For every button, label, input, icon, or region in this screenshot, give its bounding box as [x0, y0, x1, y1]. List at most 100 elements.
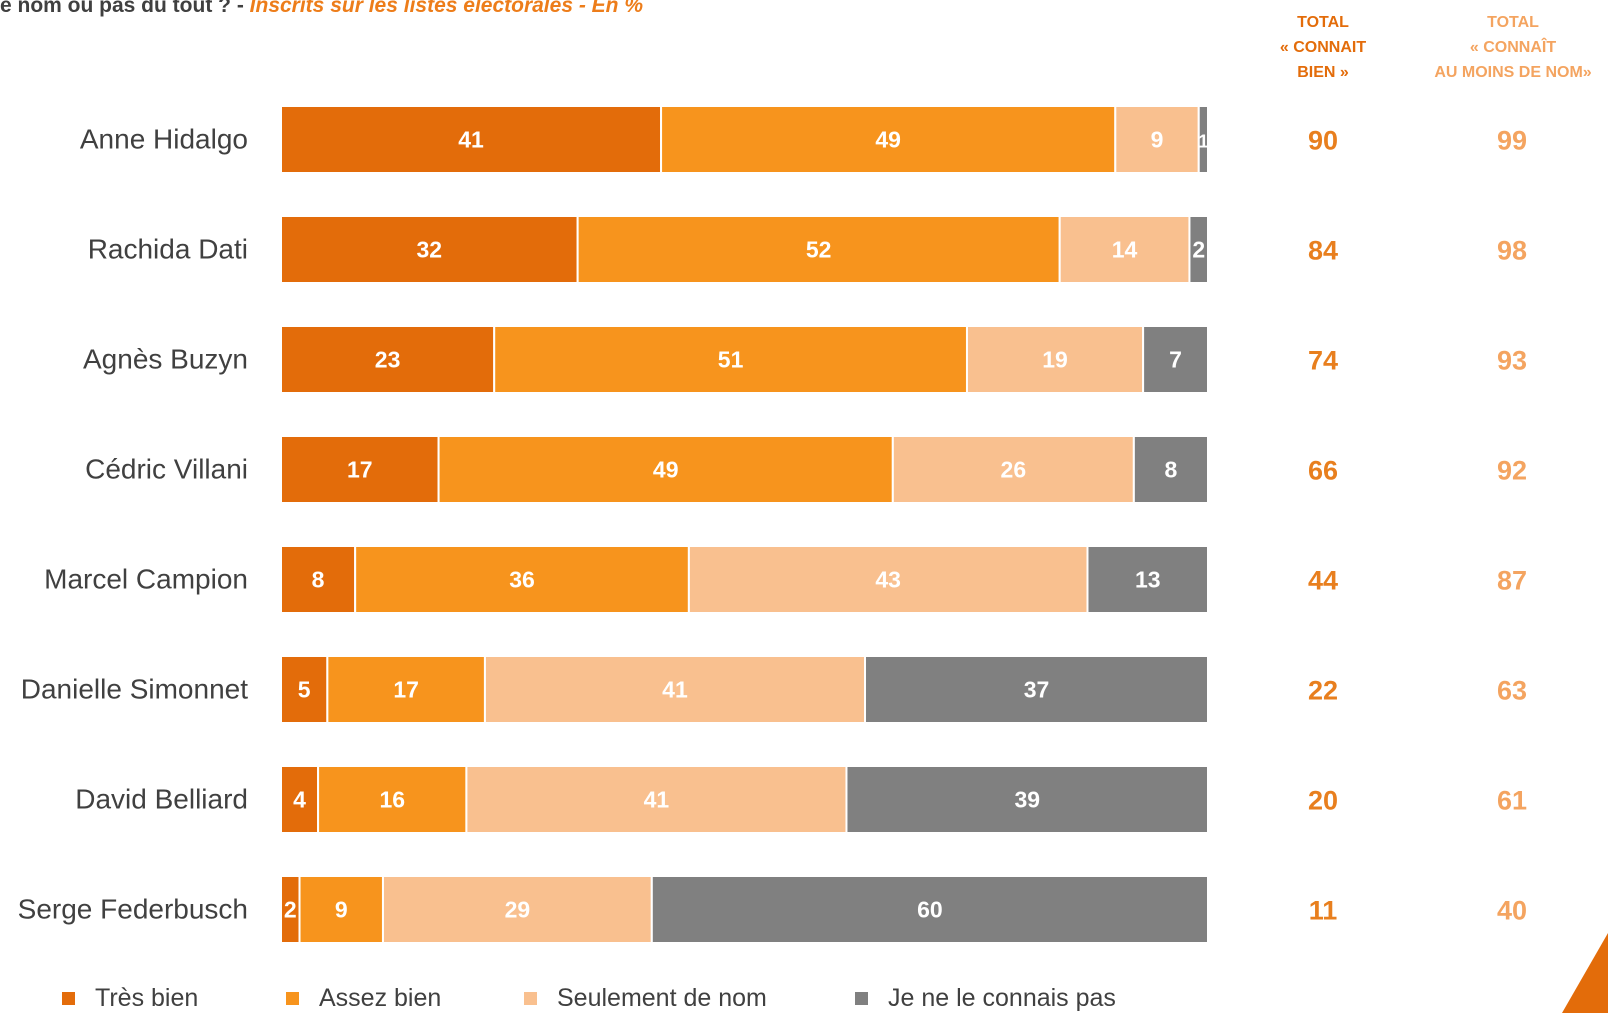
bar-value-label: 60 — [917, 897, 943, 923]
bar-value-label: 32 — [417, 237, 443, 263]
bar-segment — [317, 765, 468, 834]
category-label: Marcel Campion — [44, 564, 248, 595]
question-main: e nom ou pas du tout ? - — [0, 0, 250, 17]
legend-label: Assez bien — [319, 984, 442, 1012]
column-header-line: TOTAL — [1487, 14, 1539, 31]
bar-segment — [280, 215, 579, 284]
total-connait-bien-value: 44 — [1308, 566, 1338, 596]
bar-value-label: 52 — [806, 237, 832, 263]
corner-logo-triangle — [1562, 933, 1608, 1013]
total-connait-bien-value: 74 — [1308, 346, 1338, 376]
bar-value-label: 49 — [653, 457, 679, 483]
legend-swatch — [62, 992, 75, 1005]
bar-segment — [1188, 215, 1209, 284]
bar-segment — [576, 215, 1061, 284]
bar-value-label: 9 — [1151, 127, 1164, 153]
bar-value-label: 51 — [718, 347, 744, 373]
category-label: Danielle Simonnet — [21, 674, 248, 705]
total-connait-bien-value: 20 — [1308, 786, 1338, 816]
legend-swatch — [524, 992, 537, 1005]
bar-segment — [326, 655, 486, 724]
bar-value-label: 13 — [1135, 567, 1161, 593]
bar-segment — [1058, 215, 1191, 284]
legend-swatch — [286, 992, 299, 1005]
bar-segment — [1142, 325, 1209, 394]
bar-segment — [1114, 105, 1200, 174]
category-label: Serge Federbusch — [18, 894, 248, 925]
total-connait-de-nom-value: 61 — [1497, 786, 1527, 816]
column-header-line: AU MOINS DE NOM» — [1434, 64, 1592, 81]
question-title: e nom ou pas du tout ? - Inscrits sur le… — [0, 0, 643, 18]
bar-segment — [298, 875, 384, 944]
corner-logo-shape — [1562, 933, 1608, 1013]
total-connait-bien-value: 66 — [1308, 456, 1338, 486]
total-connait-de-nom-value: 92 — [1497, 456, 1527, 486]
bar-segment — [660, 105, 1117, 174]
column-header-line: « CONNAIT — [1279, 39, 1367, 56]
bar-value-label: 16 — [379, 787, 405, 813]
bar-segment — [493, 325, 968, 394]
bar-segment — [437, 435, 894, 504]
category-label: Agnès Buzyn — [83, 344, 248, 375]
bar-value-label: 41 — [662, 677, 688, 703]
category-label: Cédric Villani — [85, 454, 248, 485]
legend-swatch — [855, 992, 868, 1005]
bar-value-label: 36 — [509, 567, 535, 593]
column-header-line: TOTAL — [1297, 14, 1349, 31]
bar-segment — [1197, 105, 1209, 174]
bar-segment — [483, 655, 867, 724]
bar-segment — [687, 545, 1089, 614]
bar-segment — [1086, 545, 1209, 614]
bar-value-label: 29 — [505, 897, 531, 923]
total-connait-bien-value: 22 — [1308, 676, 1338, 706]
total-connait-de-nom-value: 93 — [1497, 346, 1527, 376]
bar-segment — [891, 435, 1135, 504]
bar-segment — [280, 545, 357, 614]
bar-value-label: 39 — [1014, 787, 1040, 813]
legend-item-ne-connais-pas: Je ne le connais pas — [855, 984, 1116, 1013]
bar-segment — [845, 765, 1209, 834]
bar-segment — [650, 875, 1209, 944]
total-connait-de-nom-value: 63 — [1497, 676, 1527, 706]
bar-segment — [381, 875, 653, 944]
legend-item-assez-bien: Assez bien — [286, 984, 441, 1013]
bar-value-label: 23 — [375, 347, 401, 373]
total-connait-de-nom-value: 40 — [1497, 896, 1527, 926]
bar-segment — [465, 765, 848, 834]
column-header-connait-de-nom: TOTAL « CONNAÎT AU MOINS DE NOM» — [1398, 10, 1608, 85]
bar-value-label: 8 — [1165, 457, 1178, 483]
column-header-line: BIEN » — [1297, 64, 1349, 81]
bar-value-label: 19 — [1042, 347, 1068, 373]
legend-label: Je ne le connais pas — [888, 984, 1116, 1012]
bar-segment — [864, 655, 1209, 724]
total-connait-bien-value: 90 — [1308, 126, 1338, 156]
legend-label: Très bien — [95, 984, 199, 1012]
bar-value-label: 9 — [335, 897, 348, 923]
total-connait-bien-value: 84 — [1308, 236, 1338, 266]
bar-value-label: 4 — [293, 787, 306, 813]
legend-item-tres-bien: Très bien — [62, 984, 198, 1013]
total-connait-de-nom-value: 98 — [1497, 236, 1527, 266]
bar-segment — [280, 655, 329, 724]
bar-value-label: 43 — [875, 567, 901, 593]
bar-value-label: 1 — [1198, 132, 1208, 152]
bar-value-label: 14 — [1112, 237, 1138, 263]
bar-value-label: 41 — [644, 787, 670, 813]
total-connait-de-nom-value: 87 — [1497, 566, 1527, 596]
bar-value-label: 26 — [1001, 457, 1027, 483]
question-subtitle: Inscrits sur les listes électorales - En… — [249, 0, 644, 17]
bar-segment — [280, 105, 663, 174]
bar-value-label: 8 — [312, 567, 325, 593]
bar-segment — [1132, 435, 1209, 504]
legend-item-seulement-de-nom: Seulement de nom — [524, 984, 767, 1013]
bar-value-label: 41 — [458, 127, 484, 153]
total-connait-bien-value: 11 — [1309, 896, 1338, 926]
category-label: Rachida Dati — [88, 234, 248, 265]
bar-value-label: 2 — [284, 897, 297, 923]
bar-value-label: 5 — [298, 677, 311, 703]
bar-segment — [280, 765, 320, 834]
bar-value-label: 17 — [393, 677, 419, 703]
bar-value-label: 17 — [347, 457, 373, 483]
total-connait-de-nom-value: 99 — [1497, 126, 1527, 156]
